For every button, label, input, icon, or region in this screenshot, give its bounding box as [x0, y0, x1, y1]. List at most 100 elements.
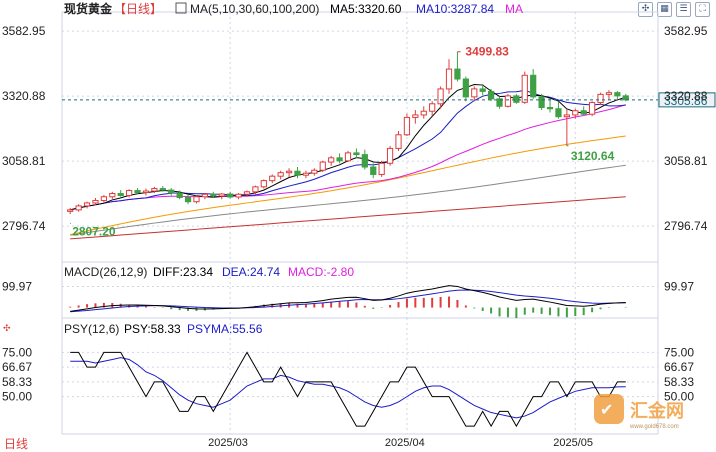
macd-diff-label: DIFF:23.34	[153, 265, 213, 279]
candle-body	[227, 193, 234, 198]
settings-icon[interactable]: ☰	[676, 2, 691, 17]
candle-body	[168, 189, 175, 194]
candle-body	[420, 110, 427, 116]
psy-tick-left: 66.67	[2, 360, 32, 374]
candle-body	[235, 193, 242, 198]
ma-label: MA(5,10,30,60,100,200)	[190, 2, 319, 16]
price-tick-right: 3582.95	[664, 24, 708, 38]
ma100-line	[70, 164, 626, 236]
candle-body	[378, 162, 385, 175]
candle-body	[75, 205, 82, 211]
candle-body	[319, 161, 326, 171]
psy-tick-right: 75.00	[664, 345, 694, 359]
bottom-period-label[interactable]: 日线	[4, 437, 28, 451]
candle-body	[546, 107, 554, 110]
candle-body	[530, 74, 537, 98]
candle-body	[538, 96, 545, 109]
price-tick-left: 3582.95	[2, 24, 46, 38]
ma5-label: MA5:3320.60	[330, 2, 402, 16]
macd-value-label: MACD:-2.80	[288, 265, 354, 279]
candle-body	[572, 110, 579, 116]
candle-body	[126, 190, 133, 197]
date-tick: 2025/03	[208, 437, 248, 449]
psy-tick-left: 75.00	[2, 345, 32, 359]
macd-panel-frame	[61, 261, 659, 319]
macd-dea-label: DEA:24.74	[222, 265, 280, 279]
period-label[interactable]: 【日线】	[114, 2, 162, 16]
candle-body	[437, 88, 444, 105]
candle-body	[184, 196, 192, 203]
candle-body	[109, 193, 116, 198]
candle-body	[521, 74, 528, 103]
candle-body	[210, 193, 217, 197]
candle-body	[622, 95, 629, 101]
candle-body	[285, 170, 293, 174]
candle-body	[269, 175, 276, 182]
chart-toolbar: ✣ ▦ ☰ ⛶	[638, 2, 710, 17]
candle-body	[328, 157, 335, 163]
candle-body	[513, 95, 520, 103]
ma-toggle-icon[interactable]	[175, 2, 187, 14]
candle-body	[311, 169, 318, 174]
candle-body	[395, 134, 402, 149]
candle-body	[386, 147, 394, 164]
candle-body	[83, 202, 91, 207]
ma200-line	[70, 196, 626, 240]
candle-body	[597, 93, 604, 104]
date-tick: 2025/05	[553, 437, 593, 449]
candle-body	[361, 154, 368, 168]
ma60-line	[70, 135, 626, 236]
candle-body	[462, 78, 469, 98]
candle-body	[151, 188, 158, 192]
candle-body	[614, 92, 621, 97]
candle-body	[336, 157, 343, 162]
candle-body	[563, 114, 570, 118]
candle-body	[487, 90, 495, 100]
candle-body	[454, 68, 461, 80]
grid-icon[interactable]: ▦	[657, 2, 672, 17]
candle-body	[445, 68, 453, 90]
psy-line	[70, 351, 626, 428]
current-price-box	[658, 92, 716, 108]
candle-body	[159, 188, 166, 191]
watermark-url: www.gold678.com	[629, 424, 679, 430]
psy-tick-right: 66.67	[664, 360, 694, 374]
macd-name: MACD(26,12,9)	[64, 265, 147, 279]
ma-extra-label: MA	[505, 2, 523, 16]
candle-body	[67, 209, 74, 212]
price-tick-left: 3058.81	[2, 154, 46, 168]
psy-tick-left: 58.33	[2, 375, 32, 389]
ma30-line	[70, 104, 626, 211]
candle-body	[555, 108, 562, 118]
price-tick-right: 2796.74	[664, 219, 708, 233]
candle-body	[605, 92, 613, 95]
chart-title: 现货黄金	[64, 1, 113, 16]
watermark-text: 汇金网	[630, 400, 684, 421]
candle-body	[193, 196, 200, 203]
candle-body	[294, 170, 301, 176]
candle-body	[353, 152, 360, 156]
macd-tick-left: 99.97	[2, 279, 32, 293]
psy-tick-right: 58.33	[664, 375, 694, 389]
price-tick-left: 3320.88	[2, 89, 46, 103]
candle-body	[429, 103, 436, 112]
psyma-line	[70, 357, 626, 419]
watermark-logo: ✔ 汇金网 www.gold678.com	[594, 394, 684, 430]
date-tick: 2025/04	[385, 437, 425, 449]
candle-body	[412, 114, 419, 118]
candle-body	[504, 95, 512, 107]
candle-body	[243, 191, 251, 195]
expand-icon[interactable]: ✣	[638, 2, 653, 17]
candle-body	[252, 186, 259, 193]
candle-body	[218, 193, 225, 197]
current-price-label: 3305.86	[664, 94, 708, 108]
psy-tick-right: 50.00	[664, 390, 694, 404]
low-annotation-1: 2807.20	[72, 224, 116, 238]
candle-body	[403, 116, 411, 136]
candle-body	[277, 172, 284, 177]
psy-value-label: PSY:58.33	[124, 322, 181, 336]
fullscreen-icon[interactable]: ⛶	[695, 2, 710, 17]
low-annotation-2: 3120.64	[571, 149, 615, 163]
candle-body	[580, 110, 587, 115]
